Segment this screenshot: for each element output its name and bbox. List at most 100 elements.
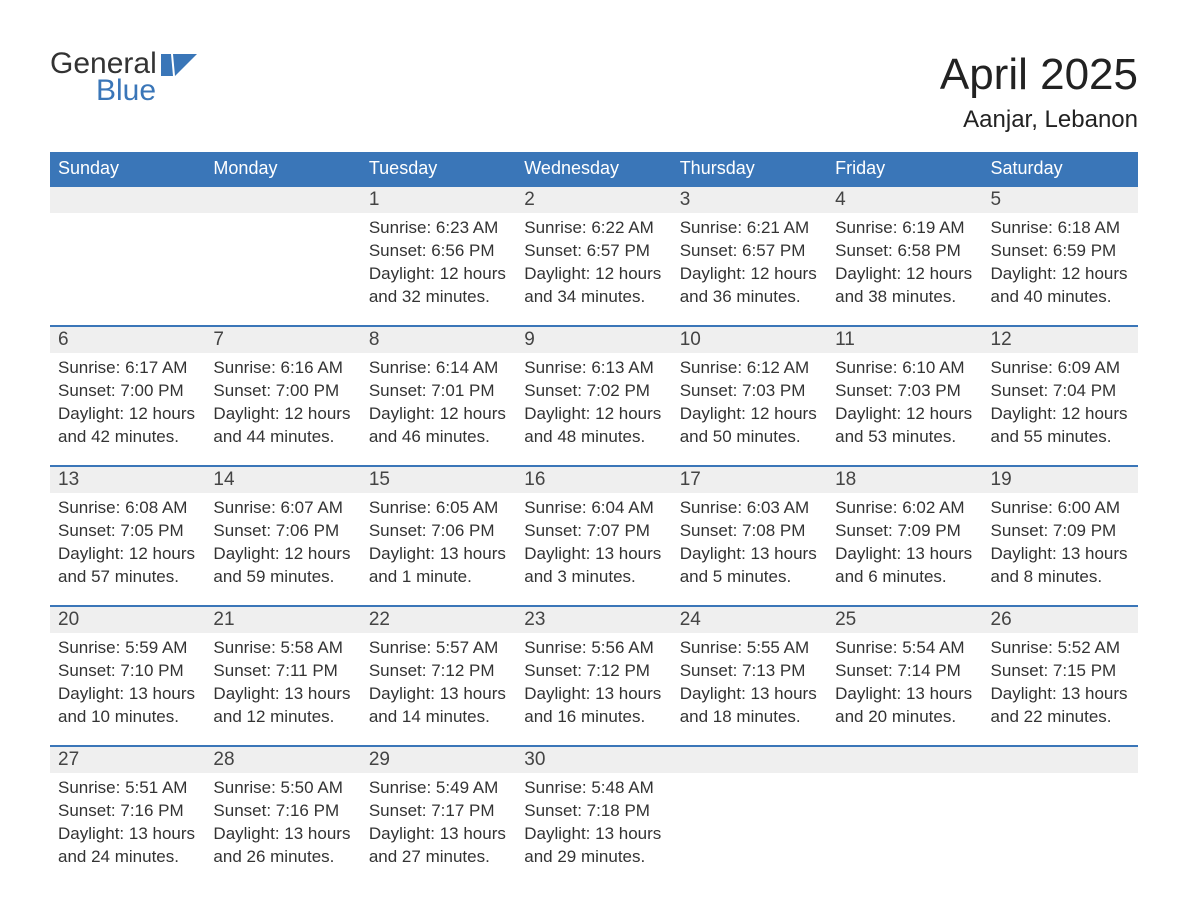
sunrise-text: Sunrise: 6:05 AM: [369, 497, 508, 520]
daylight-text: Daylight: 12 hours and 32 minutes.: [369, 263, 508, 309]
day-number: 21: [205, 607, 360, 633]
sunset-text: Sunset: 7:16 PM: [58, 800, 197, 823]
title-block: April 2025 Aanjar, Lebanon: [940, 50, 1138, 134]
calendar-day-cell: 17Sunrise: 6:03 AMSunset: 7:08 PMDayligh…: [672, 466, 827, 606]
page-header: General Blue April 2025 Aanjar, Lebanon: [50, 50, 1138, 134]
calendar-day-cell: 22Sunrise: 5:57 AMSunset: 7:12 PMDayligh…: [361, 606, 516, 746]
sunrise-text: Sunrise: 6:04 AM: [524, 497, 663, 520]
day-header: Saturday: [983, 152, 1138, 186]
calendar-day-cell: 11Sunrise: 6:10 AMSunset: 7:03 PMDayligh…: [827, 326, 982, 466]
sunset-text: Sunset: 7:13 PM: [680, 660, 819, 683]
calendar-week-row: 6Sunrise: 6:17 AMSunset: 7:00 PMDaylight…: [50, 326, 1138, 466]
calendar-body: 1Sunrise: 6:23 AMSunset: 6:56 PMDaylight…: [50, 186, 1138, 886]
day-number: 26: [983, 607, 1138, 633]
day-number: 5: [983, 187, 1138, 213]
daylight-text: Daylight: 12 hours and 59 minutes.: [213, 543, 352, 589]
sunset-text: Sunset: 7:09 PM: [991, 520, 1130, 543]
day-number: 9: [516, 327, 671, 353]
day-header: Monday: [205, 152, 360, 186]
calendar-day-cell: 29Sunrise: 5:49 AMSunset: 7:17 PMDayligh…: [361, 746, 516, 886]
daylight-text: Daylight: 12 hours and 50 minutes.: [680, 403, 819, 449]
sunrise-text: Sunrise: 5:59 AM: [58, 637, 197, 660]
day-number: 8: [361, 327, 516, 353]
sunset-text: Sunset: 6:58 PM: [835, 240, 974, 263]
logo: General Blue: [50, 50, 197, 104]
daylight-text: Daylight: 12 hours and 57 minutes.: [58, 543, 197, 589]
daylight-text: Daylight: 13 hours and 29 minutes.: [524, 823, 663, 869]
day-body: Sunrise: 6:04 AMSunset: 7:07 PMDaylight:…: [516, 493, 671, 597]
sunrise-text: Sunrise: 6:00 AM: [991, 497, 1130, 520]
sunrise-text: Sunrise: 6:21 AM: [680, 217, 819, 240]
day-body: Sunrise: 5:58 AMSunset: 7:11 PMDaylight:…: [205, 633, 360, 737]
daylight-text: Daylight: 13 hours and 1 minute.: [369, 543, 508, 589]
sunset-text: Sunset: 7:12 PM: [524, 660, 663, 683]
calendar-day-cell: [827, 746, 982, 886]
daylight-text: Daylight: 13 hours and 10 minutes.: [58, 683, 197, 729]
day-body: Sunrise: 6:02 AMSunset: 7:09 PMDaylight:…: [827, 493, 982, 597]
day-body: Sunrise: 6:18 AMSunset: 6:59 PMDaylight:…: [983, 213, 1138, 317]
sunrise-text: Sunrise: 5:49 AM: [369, 777, 508, 800]
calendar-day-cell: 13Sunrise: 6:08 AMSunset: 7:05 PMDayligh…: [50, 466, 205, 606]
sunrise-text: Sunrise: 5:50 AM: [213, 777, 352, 800]
sunset-text: Sunset: 7:14 PM: [835, 660, 974, 683]
daylight-text: Daylight: 12 hours and 53 minutes.: [835, 403, 974, 449]
sunset-text: Sunset: 7:05 PM: [58, 520, 197, 543]
calendar-day-cell: 7Sunrise: 6:16 AMSunset: 7:00 PMDaylight…: [205, 326, 360, 466]
sunset-text: Sunset: 6:59 PM: [991, 240, 1130, 263]
sunset-text: Sunset: 7:04 PM: [991, 380, 1130, 403]
day-number: 4: [827, 187, 982, 213]
day-number: 3: [672, 187, 827, 213]
sunrise-text: Sunrise: 5:57 AM: [369, 637, 508, 660]
day-number: 28: [205, 747, 360, 773]
day-body: Sunrise: 6:17 AMSunset: 7:00 PMDaylight:…: [50, 353, 205, 457]
logo-text-general: General: [50, 50, 157, 77]
calendar-day-cell: 2Sunrise: 6:22 AMSunset: 6:57 PMDaylight…: [516, 186, 671, 326]
sunrise-text: Sunrise: 5:58 AM: [213, 637, 352, 660]
sunset-text: Sunset: 7:17 PM: [369, 800, 508, 823]
sunrise-text: Sunrise: 6:22 AM: [524, 217, 663, 240]
calendar-week-row: 1Sunrise: 6:23 AMSunset: 6:56 PMDaylight…: [50, 186, 1138, 326]
sunset-text: Sunset: 7:03 PM: [680, 380, 819, 403]
day-body: Sunrise: 6:22 AMSunset: 6:57 PMDaylight:…: [516, 213, 671, 317]
daylight-text: Daylight: 13 hours and 14 minutes.: [369, 683, 508, 729]
calendar-day-cell: 6Sunrise: 6:17 AMSunset: 7:00 PMDaylight…: [50, 326, 205, 466]
sunset-text: Sunset: 7:00 PM: [58, 380, 197, 403]
calendar-day-cell: 23Sunrise: 5:56 AMSunset: 7:12 PMDayligh…: [516, 606, 671, 746]
day-number: 10: [672, 327, 827, 353]
sunrise-text: Sunrise: 6:10 AM: [835, 357, 974, 380]
day-number: 12: [983, 327, 1138, 353]
sunrise-text: Sunrise: 6:13 AM: [524, 357, 663, 380]
day-body: Sunrise: 6:19 AMSunset: 6:58 PMDaylight:…: [827, 213, 982, 317]
day-body: Sunrise: 6:09 AMSunset: 7:04 PMDaylight:…: [983, 353, 1138, 457]
sunset-text: Sunset: 7:09 PM: [835, 520, 974, 543]
daylight-text: Daylight: 13 hours and 6 minutes.: [835, 543, 974, 589]
day-body: Sunrise: 5:49 AMSunset: 7:17 PMDaylight:…: [361, 773, 516, 877]
daylight-text: Daylight: 13 hours and 16 minutes.: [524, 683, 663, 729]
month-title: April 2025: [940, 50, 1138, 100]
daylight-text: Daylight: 12 hours and 40 minutes.: [991, 263, 1130, 309]
day-number: 16: [516, 467, 671, 493]
calendar-day-cell: [50, 186, 205, 326]
day-header: Friday: [827, 152, 982, 186]
sunset-text: Sunset: 7:15 PM: [991, 660, 1130, 683]
day-number: 18: [827, 467, 982, 493]
sunset-text: Sunset: 7:02 PM: [524, 380, 663, 403]
calendar-day-cell: 8Sunrise: 6:14 AMSunset: 7:01 PMDaylight…: [361, 326, 516, 466]
sunrise-text: Sunrise: 6:23 AM: [369, 217, 508, 240]
day-number: 27: [50, 747, 205, 773]
daylight-text: Daylight: 13 hours and 18 minutes.: [680, 683, 819, 729]
day-body: Sunrise: 6:08 AMSunset: 7:05 PMDaylight:…: [50, 493, 205, 597]
calendar-day-cell: 18Sunrise: 6:02 AMSunset: 7:09 PMDayligh…: [827, 466, 982, 606]
daylight-text: Daylight: 13 hours and 8 minutes.: [991, 543, 1130, 589]
day-number: 13: [50, 467, 205, 493]
sunset-text: Sunset: 6:56 PM: [369, 240, 508, 263]
calendar-day-cell: 24Sunrise: 5:55 AMSunset: 7:13 PMDayligh…: [672, 606, 827, 746]
day-body: Sunrise: 5:52 AMSunset: 7:15 PMDaylight:…: [983, 633, 1138, 737]
daylight-text: Daylight: 12 hours and 34 minutes.: [524, 263, 663, 309]
day-body: Sunrise: 6:12 AMSunset: 7:03 PMDaylight:…: [672, 353, 827, 457]
calendar-day-cell: 16Sunrise: 6:04 AMSunset: 7:07 PMDayligh…: [516, 466, 671, 606]
day-number: 11: [827, 327, 982, 353]
day-body: Sunrise: 6:14 AMSunset: 7:01 PMDaylight:…: [361, 353, 516, 457]
day-number: 23: [516, 607, 671, 633]
day-number: 14: [205, 467, 360, 493]
